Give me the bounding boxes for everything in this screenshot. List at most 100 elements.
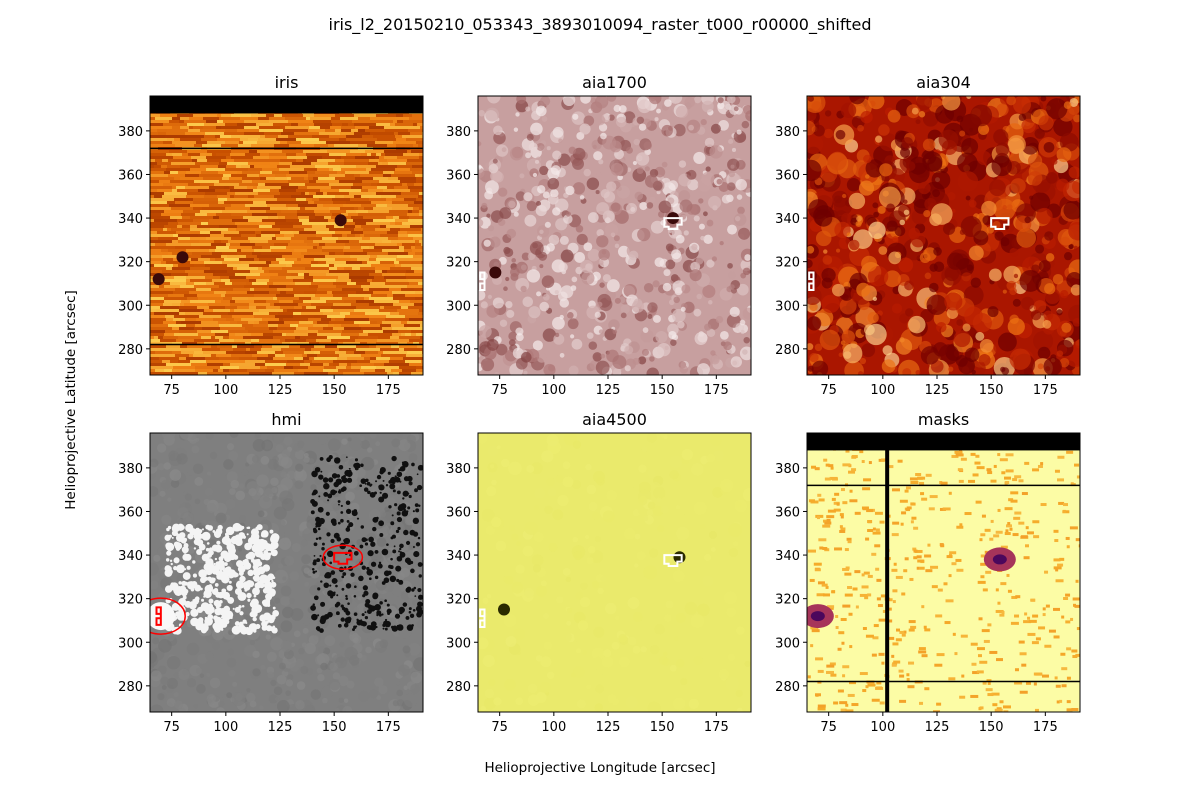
iris-title: iris xyxy=(275,73,299,92)
aia4500-ytick-label: 320 xyxy=(446,593,471,608)
aia304-title: aia304 xyxy=(916,73,971,92)
aia304-image xyxy=(807,96,1080,375)
aia1700-axes-frame xyxy=(477,95,752,376)
panel-aia1700: aia1700 75 100 125 150 175 280 300 320 340 360 380 xyxy=(446,73,752,398)
masks-ytick-label: 320 xyxy=(775,593,800,608)
aia304-ytick-label: 380 xyxy=(775,125,800,140)
hmi-ytick-label: 360 xyxy=(118,505,143,520)
aia4500-image xyxy=(478,433,751,712)
hmi-contour xyxy=(333,551,353,565)
iris-no-data-band xyxy=(150,96,423,114)
aia4500-axes-frame xyxy=(477,432,752,713)
hmi-title: hmi xyxy=(271,410,301,429)
hmi-xtick-label: 75 xyxy=(163,720,180,735)
aia4500-contour xyxy=(479,608,486,628)
aia4500-ytick-label: 300 xyxy=(446,636,471,651)
iris-dark-spot xyxy=(176,251,189,264)
masks-xtick-label: 150 xyxy=(979,720,1004,735)
masks-no-data-band xyxy=(807,433,1080,451)
aia4500-ytick-label: 360 xyxy=(446,505,471,520)
masks-ytick-label: 360 xyxy=(775,505,800,520)
figure-ylabel: Helioprojective Latitude [arcsec] xyxy=(63,290,79,510)
masks-xtick-label: 175 xyxy=(1033,720,1058,735)
aia4500-contour xyxy=(663,554,683,567)
iris-xtick-label: 150 xyxy=(322,383,347,398)
aia1700-ytick-label: 380 xyxy=(446,125,471,140)
masks-xtick-label: 125 xyxy=(925,720,950,735)
aia4500-ytick-label: 380 xyxy=(446,462,471,477)
aia4500-xtick-label: 75 xyxy=(491,720,508,735)
aia1700-image xyxy=(478,96,751,375)
aia4500-ytick-label: 340 xyxy=(446,549,471,564)
aia1700-xtick-label: 75 xyxy=(491,383,508,398)
panel-hmi: hmi 75 100 125 150 175 280 300 320 340 360 380 xyxy=(118,410,424,735)
aia1700-title: aia1700 xyxy=(582,73,647,92)
aia1700-xtick-label: 150 xyxy=(650,383,675,398)
aia304-xtick-label: 175 xyxy=(1033,383,1058,398)
hmi-ytick-label: 300 xyxy=(118,636,143,651)
masks-xtick-label: 75 xyxy=(820,720,837,735)
aia1700-ytick-label: 320 xyxy=(446,256,471,271)
aia4500-dark-spot xyxy=(498,603,510,616)
masks-ytick-label: 380 xyxy=(775,462,800,477)
panel-aia304: aia304 75 100 125 150 175 280 300 320 340 360 380 xyxy=(775,73,1081,398)
aia304-axes-frame xyxy=(806,95,1081,376)
aia1700-ytick-label: 340 xyxy=(446,212,471,227)
iris-ytick-label: 380 xyxy=(118,125,143,140)
hmi-xtick-label: 150 xyxy=(322,720,347,735)
iris-axes-frame xyxy=(149,95,424,376)
aia1700-contour xyxy=(663,217,683,230)
masks-ytick-label: 280 xyxy=(775,680,800,695)
hmi-contour xyxy=(322,544,364,570)
aia1700-ytick-label: 360 xyxy=(446,168,471,183)
aia304-ytick-label: 340 xyxy=(775,212,800,227)
aia1700-xtick-label: 100 xyxy=(541,383,566,398)
aia4500-xtick-label: 175 xyxy=(704,720,729,735)
aia1700-xtick-label: 175 xyxy=(704,383,729,398)
aia4500-title: aia4500 xyxy=(582,410,647,429)
hmi-ytick-label: 320 xyxy=(118,593,143,608)
aia304-ytick-label: 360 xyxy=(775,168,800,183)
aia304-contour xyxy=(990,217,1010,230)
masks-ytick-label: 340 xyxy=(775,549,800,564)
figure-xlabel: Helioprojective Longitude [arcsec] xyxy=(484,760,715,776)
aia1700-ytick-label: 300 xyxy=(446,299,471,314)
iris-image xyxy=(150,96,423,375)
iris-dark-spot xyxy=(334,214,347,227)
hmi-image xyxy=(150,433,423,712)
aia4500-xtick-label: 125 xyxy=(596,720,621,735)
hmi-xtick-label: 175 xyxy=(376,720,401,735)
iris-ytick-label: 280 xyxy=(118,343,143,358)
hmi-ytick-label: 380 xyxy=(118,462,143,477)
aia304-ytick-label: 320 xyxy=(775,256,800,271)
iris-xtick-label: 75 xyxy=(163,383,180,398)
aia1700-xtick-label: 125 xyxy=(596,383,621,398)
masks-title: masks xyxy=(918,410,969,429)
masks-ytick-label: 300 xyxy=(775,636,800,651)
figure-suptitle: iris_l2_20150210_053343_3893010094_raste… xyxy=(329,15,872,35)
iris-ytick-label: 360 xyxy=(118,168,143,183)
hmi-axes-frame xyxy=(149,432,424,713)
hmi-ytick-label: 340 xyxy=(118,549,143,564)
hmi-contour xyxy=(150,597,186,635)
hmi-ytick-label: 280 xyxy=(118,680,143,695)
iris-xtick-label: 100 xyxy=(213,383,238,398)
iris-dark-spot xyxy=(152,273,165,286)
masks-image xyxy=(807,433,1080,712)
aia1700-dark-spot xyxy=(489,266,502,279)
masks-xtick-label: 100 xyxy=(870,720,895,735)
aia304-ytick-label: 280 xyxy=(775,343,800,358)
iris-xtick-label: 125 xyxy=(268,383,293,398)
iris-ytick-label: 340 xyxy=(118,212,143,227)
aia1700-ytick-label: 280 xyxy=(446,343,471,358)
hmi-xtick-label: 100 xyxy=(213,720,238,735)
aia4500-xtick-label: 150 xyxy=(650,720,675,735)
aia304-xtick-label: 75 xyxy=(820,383,837,398)
aia304-ytick-label: 300 xyxy=(775,299,800,314)
aia304-contour xyxy=(808,271,815,291)
aia1700-contour xyxy=(479,271,486,291)
panel-aia4500: aia4500 75 100 125 150 175 280 300 320 340 360 380 xyxy=(446,410,752,735)
panel-iris: iris 75 100 125 150 175 280 300 320 340 360 380 xyxy=(118,73,424,398)
